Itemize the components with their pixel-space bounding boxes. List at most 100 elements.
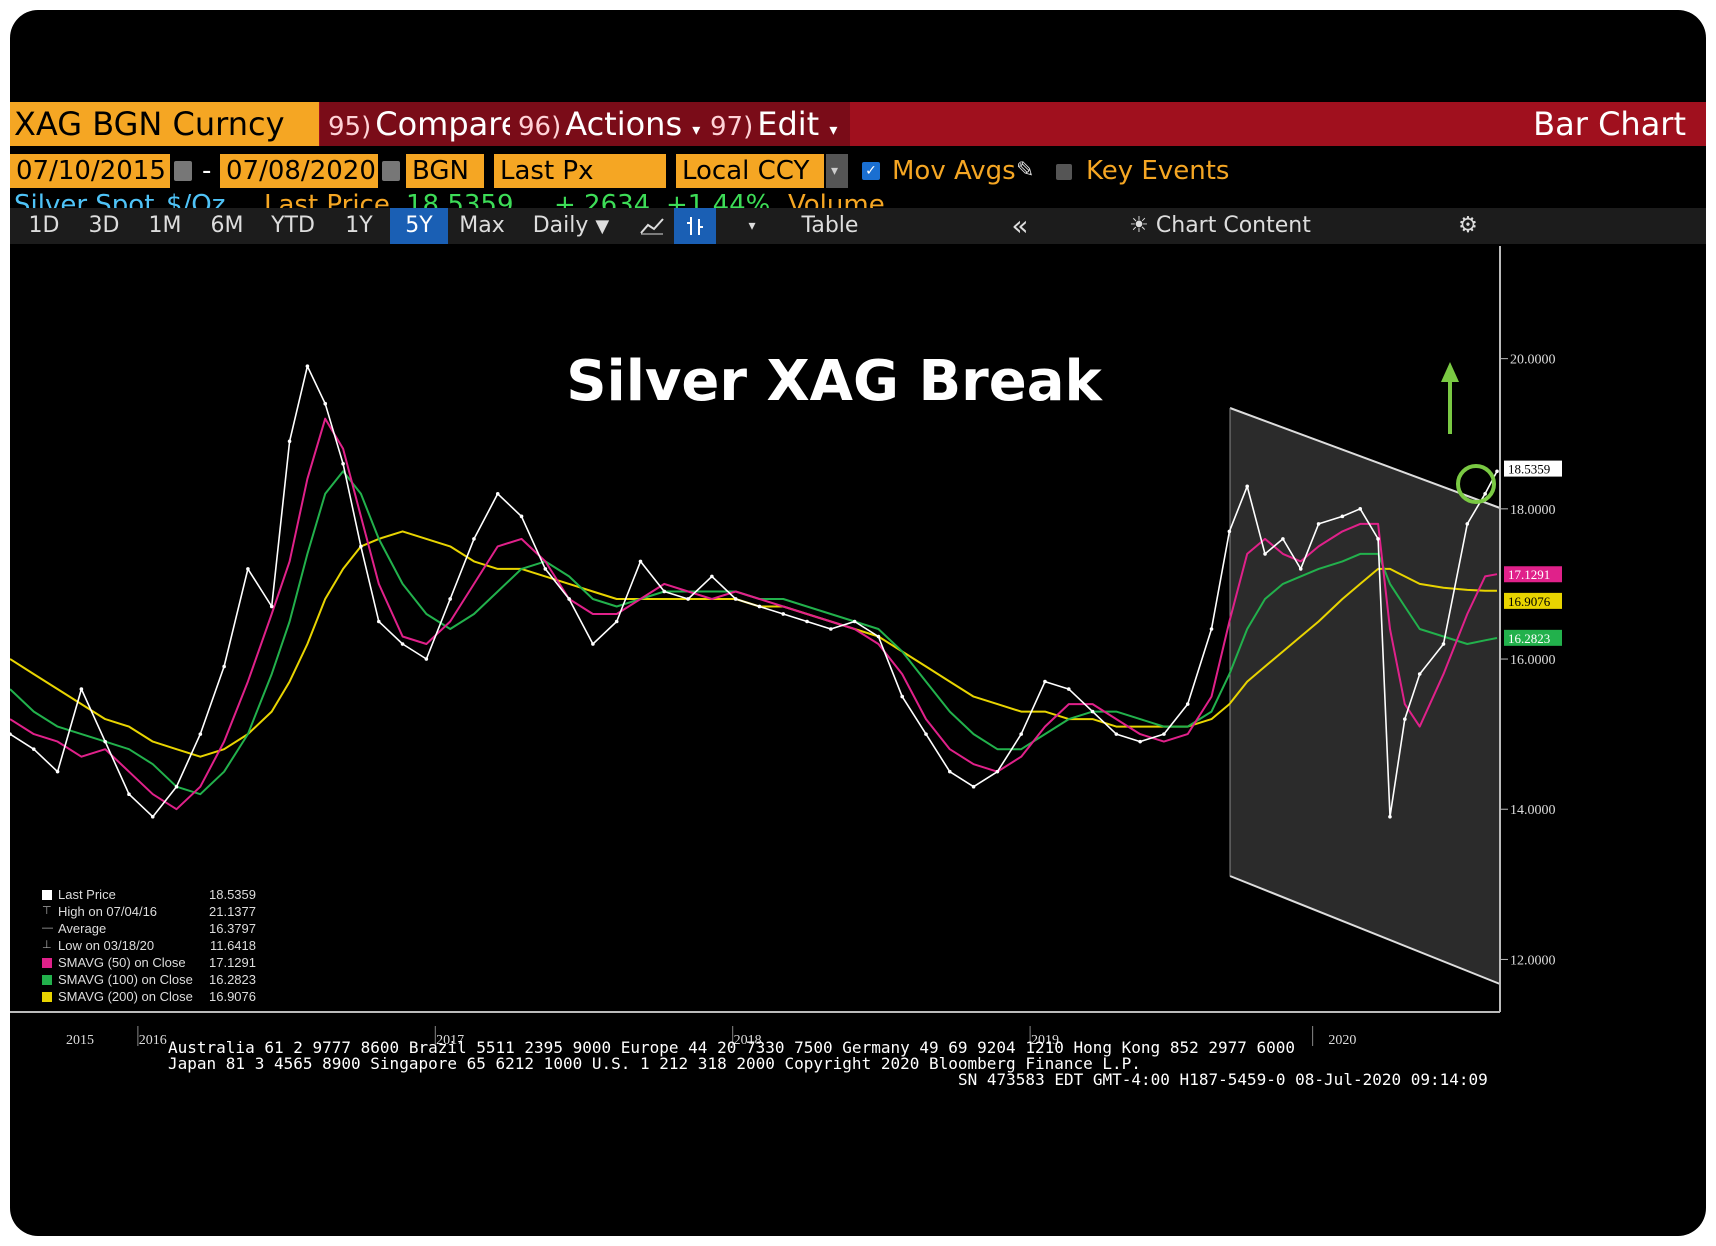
edit-button[interactable]: 97) Edit ▾ xyxy=(702,102,850,146)
gear-icon[interactable]: ⚙ xyxy=(1458,213,1478,238)
period-bar: 1D 3D 1M 6M YTD 1Y 5Y Max Daily ▼ ▾ Table « ☀ C… xyxy=(10,208,1706,244)
period-ytd[interactable]: YTD xyxy=(271,213,315,238)
up-arrow-annotation xyxy=(1441,362,1459,434)
legend-name: SMAVG (200) on Close xyxy=(58,989,193,1004)
price-point xyxy=(55,769,60,774)
price-point xyxy=(376,619,381,624)
price-point xyxy=(614,619,619,624)
price-point xyxy=(805,619,809,624)
price-point xyxy=(287,439,292,444)
x-tick-label: 2019 xyxy=(1031,1033,1059,1046)
price-point xyxy=(852,619,857,624)
price-point xyxy=(448,597,452,601)
legend-swatch xyxy=(42,890,52,900)
chart-type-dropdown-icon[interactable]: ▾ xyxy=(748,218,756,234)
legend-item: — Average 16.3797 xyxy=(32,920,264,937)
mov-avgs-checkbox[interactable]: ✓ xyxy=(862,162,880,180)
price-point xyxy=(1495,469,1499,474)
legend-name: Last Price xyxy=(58,887,116,902)
ticker-field[interactable]: XAG BGN Curncy xyxy=(10,102,319,146)
x-tick-label: 2017 xyxy=(436,1033,464,1046)
price-point xyxy=(341,461,345,466)
price-point xyxy=(543,567,548,571)
price-point xyxy=(686,597,690,601)
sma100-tag-bg xyxy=(1504,629,1562,646)
price-point xyxy=(359,544,363,549)
compare-number: 95) xyxy=(328,112,372,142)
end-date-input[interactable]: 07/08/2020 xyxy=(220,154,378,188)
legend-value: 17.1291 xyxy=(209,955,256,970)
price-point xyxy=(1376,537,1380,541)
frequency-select[interactable]: Daily ▼ xyxy=(516,208,626,244)
price-point xyxy=(995,769,1000,774)
period-6m[interactable]: 6M xyxy=(210,213,244,238)
price-point xyxy=(1066,687,1071,691)
price-point xyxy=(1465,522,1470,526)
price-point xyxy=(1281,537,1285,541)
date-range-bar: 07/10/2015 - 07/08/2020 BGN Last Px Loca… xyxy=(10,154,1706,190)
legend-swatch xyxy=(42,992,52,1002)
table-button[interactable]: Table xyxy=(801,213,859,238)
chevron-down-icon: ▾ xyxy=(692,120,701,139)
y-tick-label: 12.0000 xyxy=(1510,953,1556,968)
mov-avgs-label: Mov Avgs xyxy=(892,156,1016,186)
price-point xyxy=(127,792,131,797)
price-point xyxy=(424,657,429,661)
y-tick-label: 18.0000 xyxy=(1510,503,1556,518)
x-tick-label: 2015 xyxy=(66,1033,94,1046)
legend-swatch: ⊥ xyxy=(42,939,52,951)
legend-swatch xyxy=(42,958,52,968)
actions-button[interactable]: 96) Actions ▾ xyxy=(510,102,706,146)
legend-value: 16.2823 xyxy=(209,972,256,987)
frequency-label: Daily xyxy=(532,213,589,238)
calendar-icon[interactable] xyxy=(174,161,192,181)
period-1d[interactable]: 1D xyxy=(28,213,60,238)
footer-line-1: Australia 61 2 9777 8600 Brazil 5511 239… xyxy=(168,1038,1296,1057)
sma100-tag: 16.2823 xyxy=(1508,631,1550,646)
source-field[interactable]: BGN xyxy=(406,154,484,188)
currency-dropdown-icon[interactable]: ▾ xyxy=(826,154,848,188)
price-point xyxy=(1114,732,1119,736)
price-point xyxy=(1403,717,1407,721)
period-1m[interactable]: 1M xyxy=(148,213,182,238)
price-point xyxy=(1358,507,1363,511)
price-point xyxy=(1090,709,1095,714)
price-point xyxy=(519,514,524,519)
edit-number: 97) xyxy=(710,112,754,142)
period-1y[interactable]: 1Y xyxy=(345,213,373,238)
price-point xyxy=(781,612,786,616)
chart-content-button[interactable]: ☀ Chart Content xyxy=(1120,208,1320,244)
compare-button[interactable]: 95) Compare xyxy=(320,102,520,146)
field-select[interactable]: Last Px xyxy=(494,154,666,188)
price-point xyxy=(1340,514,1345,519)
price-point xyxy=(1417,672,1422,676)
chart-content-label: Chart Content xyxy=(1155,213,1311,238)
footer-contacts: Australia 61 2 9777 8600 Brazil 5511 239… xyxy=(10,1040,1706,1088)
pencil-icon[interactable]: ✎ xyxy=(1016,158,1035,183)
bar-chart-icon[interactable] xyxy=(674,208,716,244)
price-point xyxy=(829,627,833,631)
calendar-icon[interactable] xyxy=(382,161,400,181)
legend-item: Last Price 18.5359 xyxy=(32,886,264,903)
last-price-tag: 18.5359 xyxy=(1508,462,1550,477)
chart-content-icon: ☀ xyxy=(1129,213,1149,238)
sma200-tag: 16.9076 xyxy=(1508,594,1551,609)
price-point xyxy=(1483,492,1487,496)
price-point xyxy=(900,694,905,699)
currency-select[interactable]: Local CCY xyxy=(676,154,824,188)
collapse-icon[interactable]: « xyxy=(1011,209,1029,242)
period-max[interactable]: Max xyxy=(459,213,505,238)
price-point xyxy=(971,784,976,789)
legend-item: SMAVG (200) on Close 16.9076 xyxy=(32,988,264,1005)
period-5y[interactable]: 5Y xyxy=(390,208,448,244)
start-date-input[interactable]: 07/10/2015 xyxy=(10,154,170,188)
price-point xyxy=(1162,732,1166,736)
price-point xyxy=(400,642,405,646)
key-events-checkbox[interactable] xyxy=(1056,164,1072,180)
y-tick-label: 14.0000 xyxy=(1510,803,1556,818)
legend-item: SMAVG (50) on Close 17.1291 xyxy=(32,954,264,971)
legend-name: SMAVG (100) on Close xyxy=(58,972,193,987)
period-3d[interactable]: 3D xyxy=(88,213,120,238)
line-chart-icon[interactable] xyxy=(632,208,672,244)
legend-value: 16.9076 xyxy=(209,989,256,1004)
